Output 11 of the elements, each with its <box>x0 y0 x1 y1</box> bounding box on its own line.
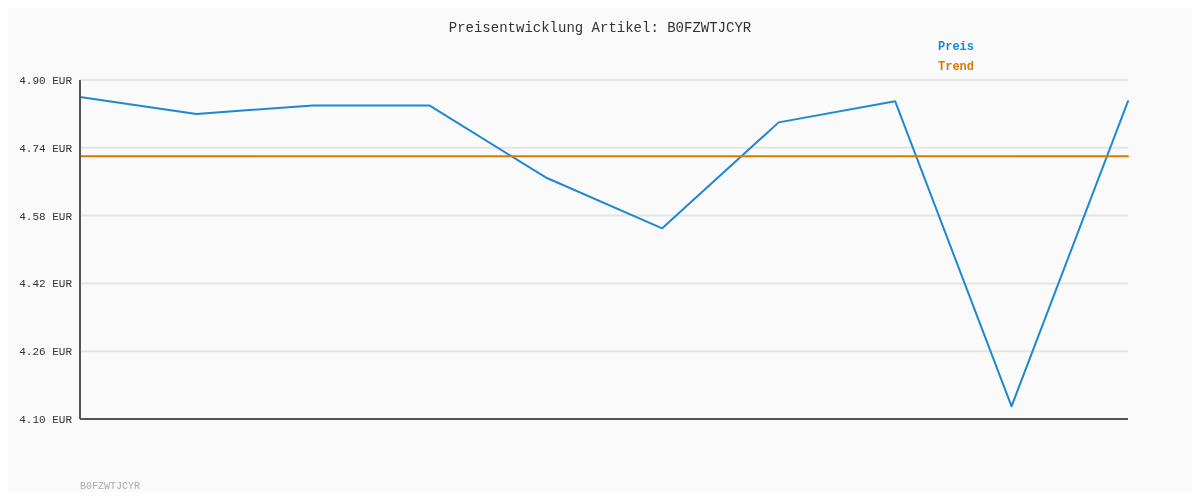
line-series <box>79 95 1129 408</box>
y-tick-label: 4.10 EUR <box>19 413 73 426</box>
y-tick-label: 4.58 EUR <box>19 210 73 223</box>
y-tick-label: 4.42 EUR <box>19 278 73 291</box>
text: Preis <box>938 40 975 56</box>
chart-title: Preisentwicklung Artikel: B0FZWTJCYR <box>447 20 753 36</box>
text: Trend <box>938 60 975 76</box>
text: B0FZWTJCYR <box>80 481 141 492</box>
y-tick-label: 4.74 EUR <box>19 142 73 155</box>
y-tick-label: 4.26 EUR <box>19 346 73 359</box>
y-tick-label: 4.90 EUR <box>19 74 73 87</box>
